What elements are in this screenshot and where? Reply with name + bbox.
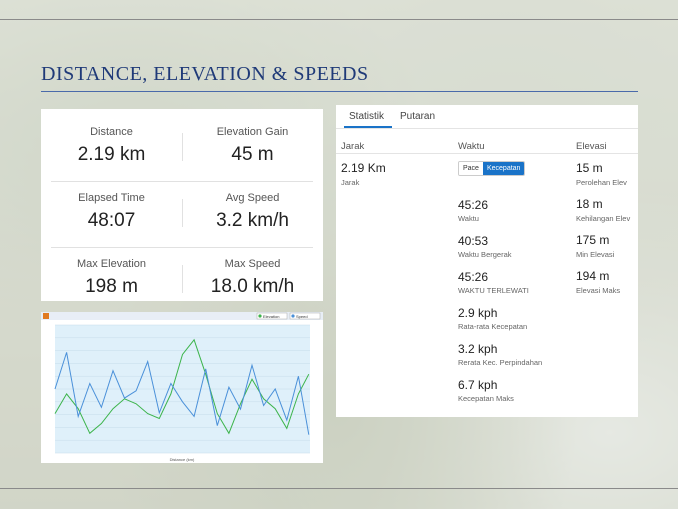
max-speed-label: Kecepatan Maks <box>458 394 514 403</box>
max-speed-value: 6.7 kph <box>458 378 498 392</box>
stat-max-speed: Max Speed 18.0 km/h <box>182 258 323 298</box>
jarak-value: 2.19 Km <box>341 161 386 175</box>
stat-label: Elevation Gain <box>216 126 289 138</box>
stat-value: 198 m <box>85 276 138 297</box>
stat-distance: Distance 2.19 km <box>41 126 182 166</box>
column-waktu: Waktu <box>458 141 485 152</box>
elevation-speed-chart: Elevation Speed Distance (km) <box>41 312 323 463</box>
elev-gain-label: Perolehan Elev <box>576 178 627 187</box>
max-elev-value: 194 m <box>576 269 610 283</box>
legend-elevation: Elevation <box>263 314 279 319</box>
x-axis-label: Distance (km) <box>170 457 195 462</box>
elev-loss-label: Kehilangan Elev <box>576 214 631 223</box>
stat-max-elevation: Max Elevation 198 m <box>41 258 182 298</box>
row-divider <box>51 181 313 182</box>
stat-label: Max Elevation <box>76 258 147 270</box>
tab-statistik[interactable]: Statistik <box>349 111 385 122</box>
column-jarak: Jarak <box>341 141 365 152</box>
stat-value: 48:07 <box>87 210 136 231</box>
bottom-divider <box>0 488 678 489</box>
stat-label: Max Speed <box>224 258 281 270</box>
column-divider <box>182 133 183 161</box>
elev-gain-value: 15 m <box>576 161 603 175</box>
series-line-speed <box>54 352 310 435</box>
row-divider <box>51 247 313 248</box>
moving-speed-label: Rerata Kec. Perpindahan <box>458 358 543 367</box>
stat-value: 3.2 km/h <box>216 210 289 231</box>
chart-app-icon <box>43 313 49 319</box>
jarak-label: Jarak <box>341 178 360 187</box>
waktu-value: 45:26 <box>458 198 489 212</box>
chart-toolbar <box>41 312 323 320</box>
moving-speed-value: 3.2 kph <box>458 342 498 356</box>
title-underline <box>41 91 638 92</box>
stat-elapsed-time: Elapsed Time 48:07 <box>41 192 182 232</box>
elev-loss-value: 18 m <box>576 197 603 211</box>
min-elev-label: Min Elevasi <box>576 250 615 259</box>
stat-label: Distance <box>90 126 133 138</box>
stats-card: Distance 2.19 km Elevation Gain 45 m Ela… <box>41 109 323 301</box>
chart-legend[interactable]: Elevation Speed <box>256 312 321 320</box>
stat-elevation-gain: Elevation Gain 45 m <box>182 126 323 166</box>
max-elev-label: Elevasi Maks <box>576 286 621 295</box>
waktu-bergerak-label: Waktu Bergerak <box>458 250 512 259</box>
statistik-panel: Statistik Putaran Jarak Waktu Elevasi 2.… <box>336 105 638 417</box>
series-line-elevation <box>54 338 310 435</box>
stat-avg-speed: Avg Speed 3.2 km/h <box>182 192 323 232</box>
avg-speed-label: Rata-rata Kecepatan <box>458 322 528 331</box>
column-elevasi: Elevasi <box>576 141 607 152</box>
stat-label: Avg Speed <box>225 192 280 204</box>
active-tab-indicator <box>344 126 392 128</box>
waktu-bergerak-value: 40:53 <box>458 234 489 248</box>
top-divider <box>0 19 678 20</box>
slide-title: DISTANCE, ELEVATION & SPEEDS <box>41 63 369 85</box>
stat-label: Elapsed Time <box>78 192 145 204</box>
chart-svg: Elevation Speed Distance (km) <box>41 312 323 463</box>
waktu-label: Waktu <box>458 214 479 223</box>
tab-putaran[interactable]: Putaran <box>400 111 436 122</box>
tab-divider <box>336 128 638 129</box>
pace-speed-toggle[interactable]: Pace Kecepatan <box>458 161 526 176</box>
column-divider <box>182 199 183 227</box>
legend-speed: Speed <box>296 314 308 319</box>
min-elev-value: 175 m <box>576 233 610 247</box>
column-divider <box>182 265 183 293</box>
stat-value: 45 m <box>231 144 274 165</box>
toggle-pace[interactable]: Pace <box>459 162 483 175</box>
stat-value: 18.0 km/h <box>210 276 295 297</box>
waktu-terlewati-label: WAKTU TERLEWATI <box>458 286 529 295</box>
toggle-kecepatan[interactable]: Kecepatan <box>482 162 525 175</box>
avg-speed-value: 2.9 kph <box>458 306 498 320</box>
stat-value: 2.19 km <box>77 144 146 165</box>
waktu-terlewati-value: 45:26 <box>458 270 489 284</box>
header-divider <box>336 153 638 154</box>
